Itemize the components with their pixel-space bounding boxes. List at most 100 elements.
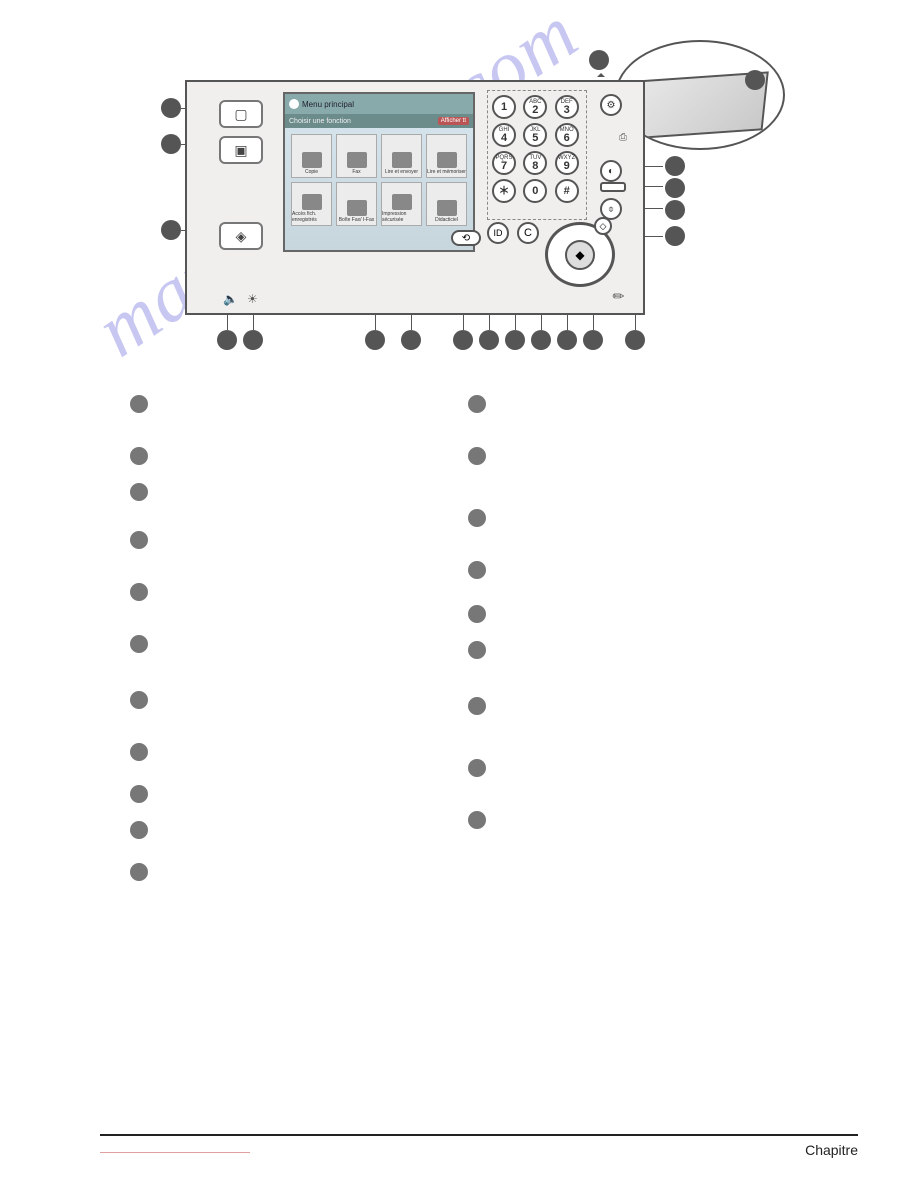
legend-badge-12 — [468, 395, 486, 413]
key-1[interactable]: 1 — [492, 95, 516, 119]
legend-item — [130, 583, 450, 623]
legend-item — [130, 447, 450, 471]
legend-badge-7 — [130, 691, 148, 709]
reset-button[interactable]: ⟲ — [451, 230, 481, 246]
screen-subtitle: Choisir une fonction — [289, 118, 351, 125]
legend-badge-18 — [468, 697, 486, 715]
numeric-keypad: 1 ABC2 DEF3 GHI4 JKL5 MNO6 PQRS7 TUV8 WX… — [487, 90, 587, 220]
energy-icon: ◐ — [608, 166, 614, 177]
legend-item — [130, 821, 450, 851]
callout-7 — [589, 50, 609, 70]
key-9[interactable]: WXYZ9 — [555, 151, 579, 175]
start-button[interactable]: ◆ ◇ — [545, 222, 615, 287]
callout-1 — [161, 98, 181, 118]
callout-13 — [583, 330, 603, 350]
legend-badge-1 — [130, 395, 148, 413]
brightness-dial-icon[interactable]: ☀ — [247, 292, 258, 306]
legend-badge-16 — [468, 605, 486, 623]
footer-red-rule — [100, 1152, 250, 1153]
reset-icon: ⟲ — [462, 233, 470, 244]
screen-icon[interactable]: Boîte Fax/ I-Fax — [336, 182, 377, 226]
legend-badge-10 — [130, 821, 148, 839]
callout-3 — [161, 220, 181, 240]
screen-icon[interactable]: Fax — [336, 134, 377, 178]
stop-button[interactable]: ◇ — [594, 217, 612, 235]
callout-10 — [665, 200, 685, 220]
legend-badge-6 — [130, 635, 148, 653]
callout-6 — [745, 70, 765, 90]
key-3[interactable]: DEF3 — [555, 95, 579, 119]
callout-19 — [401, 330, 421, 350]
screen-icon[interactable]: Didacticiel — [426, 182, 467, 226]
key-2[interactable]: ABC2 — [523, 95, 547, 119]
legend-badge-8 — [130, 743, 148, 761]
key-4[interactable]: GHI4 — [492, 123, 516, 147]
callout-20 — [365, 330, 385, 350]
callout-2 — [161, 134, 181, 154]
screen-icon[interactable]: Copie — [291, 134, 332, 178]
legend-item — [468, 811, 788, 841]
callout-9 — [665, 178, 685, 198]
legend-item — [468, 641, 788, 685]
touchscreen[interactable]: Menu principal Choisir une fonction Affi… — [283, 92, 475, 252]
energy-saver-button[interactable]: ◐ — [600, 160, 622, 182]
key-0[interactable]: 0 — [523, 179, 547, 203]
legend-badge-15 — [468, 561, 486, 579]
legend-badge-20 — [468, 811, 486, 829]
key-8[interactable]: TUV8 — [523, 151, 547, 175]
legend-item — [468, 605, 788, 629]
screen-subtitle-bar: Choisir une fonction Afficher tt — [285, 114, 473, 128]
callout-16 — [505, 330, 525, 350]
legend-badge-4 — [130, 531, 148, 549]
legend-badge-14 — [468, 509, 486, 527]
legend-item — [468, 697, 788, 747]
settings-button[interactable]: ⚙ — [600, 94, 622, 116]
legend-badge-3 — [130, 483, 148, 501]
volume-dial-icon[interactable]: 🔈 — [223, 292, 238, 306]
callout-5 — [217, 330, 237, 350]
clear-button[interactable]: C — [517, 222, 539, 244]
legend-item — [130, 743, 450, 773]
key-5[interactable]: JKL5 — [523, 123, 547, 147]
legend — [130, 395, 800, 905]
gear-icon: ⚙ — [607, 100, 616, 111]
callout-18 — [453, 330, 473, 350]
screen-icon[interactable]: Accès fich. enregistrés — [291, 182, 332, 226]
status-monitor-button[interactable]: ◈ — [219, 222, 263, 250]
legend-badge-5 — [130, 583, 148, 601]
callout-11 — [665, 226, 685, 246]
callout-14 — [557, 330, 577, 350]
legend-badge-9 — [130, 785, 148, 803]
start-icon: ◆ — [565, 240, 595, 270]
screen-title-bar: Menu principal — [285, 94, 473, 114]
footer-chapter-label: Chapitre — [805, 1142, 858, 1158]
legend-badge-11 — [130, 863, 148, 881]
control-panel-figure: ▢ ▣ ◈ Menu principal Choisir une fonctio… — [185, 80, 765, 315]
legend-item — [468, 395, 788, 435]
legend-badge-2 — [130, 447, 148, 465]
key-star[interactable]: ＊ — [492, 179, 516, 203]
legend-item — [130, 395, 450, 435]
stop-icon: ◇ — [600, 221, 607, 232]
key-7[interactable]: PQRS7 — [492, 151, 516, 175]
edit-pen-icon: ✎ — [609, 286, 629, 306]
screen-icon[interactable]: Impression sécurisée — [381, 182, 422, 226]
screen-icon[interactable]: Lire et mémoriser — [426, 134, 467, 178]
quick-menu-button[interactable]: ▣ — [219, 136, 263, 164]
key-hash[interactable]: # — [555, 179, 579, 203]
callout-15 — [531, 330, 551, 350]
screen-icon[interactable]: Lire et envoyer — [381, 134, 422, 178]
legend-item — [468, 561, 788, 593]
screen-icon-grid: Copie Fax Lire et envoyer Lire et mémori… — [285, 128, 473, 228]
legend-badge-19 — [468, 759, 486, 777]
id-login-button[interactable]: ID — [487, 222, 509, 244]
legend-item — [130, 863, 450, 893]
screen-title: Menu principal — [302, 100, 354, 109]
key-6[interactable]: MNO6 — [555, 123, 579, 147]
usb-port-icon: ⎙ — [619, 132, 627, 143]
legend-col-right — [468, 395, 788, 853]
callout-12 — [625, 330, 645, 350]
show-all-button[interactable]: Afficher tt — [438, 117, 469, 125]
legend-item — [468, 509, 788, 549]
main-menu-button[interactable]: ▢ — [219, 100, 263, 128]
